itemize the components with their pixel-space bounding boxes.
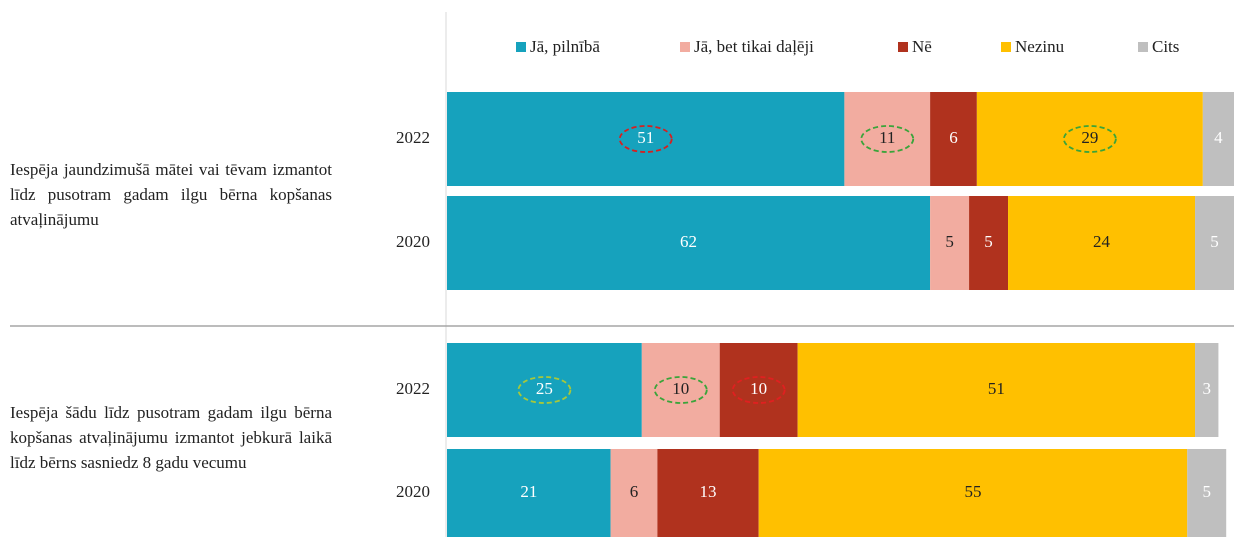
value-label: 5: [1202, 482, 1211, 501]
bar-segment: [447, 92, 845, 186]
legend-label: Nē: [912, 37, 932, 56]
highlight: [731, 376, 786, 404]
value-label: 29: [1081, 128, 1098, 147]
legend-label: Cits: [1152, 37, 1179, 56]
legend-swatch: [1138, 42, 1148, 52]
value-label: 62: [680, 232, 697, 251]
y-tick-label: 2020: [396, 232, 430, 251]
bar-segment: [1008, 196, 1196, 290]
bar-segment: [657, 449, 759, 537]
bar-segment: [447, 449, 611, 537]
legend-swatch: [1001, 42, 1011, 52]
group-label: Iespēja šādu līdz pusotram gadam ilgu bē…: [10, 403, 332, 472]
value-label: 25: [536, 379, 553, 398]
bar-segment: [610, 449, 658, 537]
legend-label: Jā, bet tikai daļēji: [694, 37, 814, 56]
bar-segment: [976, 92, 1203, 186]
value-label: 10: [750, 379, 767, 398]
bar-segment: [844, 92, 931, 186]
highlight: [517, 376, 572, 404]
bar-segment: [1202, 92, 1234, 186]
legend-label: Jā, pilnībā: [530, 37, 600, 56]
value-label: 4: [1214, 128, 1223, 147]
legend-swatch: [898, 42, 908, 52]
value-label: 6: [949, 128, 958, 147]
y-tick-label: 2020: [396, 482, 430, 501]
value-label: 51: [988, 379, 1005, 398]
bar-segment: [447, 196, 931, 290]
bar-segment: [447, 343, 642, 437]
value-label: 10: [672, 379, 689, 398]
bar-segment: [930, 196, 970, 290]
y-tick-label: 2022: [396, 379, 430, 398]
legend-swatch: [680, 42, 690, 52]
value-label: 24: [1093, 232, 1111, 251]
highlight: [653, 376, 708, 404]
bar-segment: [758, 449, 1188, 537]
highlight: [1062, 125, 1117, 153]
bar-segment: [1195, 196, 1234, 290]
value-label: 51: [637, 128, 654, 147]
bar-segment: [930, 92, 977, 186]
bar-segment: [1187, 449, 1227, 537]
value-label: 3: [1202, 379, 1211, 398]
highlight: [618, 125, 673, 153]
group-label: Iespēja jaundzimušā mātei vai tēvam izma…: [10, 160, 332, 229]
value-label: 55: [964, 482, 981, 501]
value-label: 21: [520, 482, 537, 501]
bar-segment: [797, 343, 1196, 437]
bar-segment: [969, 196, 1009, 290]
value-label: 13: [700, 482, 717, 501]
highlight: [860, 125, 915, 153]
value-label: 5: [1210, 232, 1219, 251]
value-label: 11: [879, 128, 895, 147]
value-label: 5: [945, 232, 954, 251]
legend-swatch: [516, 42, 526, 52]
y-tick-label: 2022: [396, 128, 430, 147]
legend-label: Nezinu: [1015, 37, 1065, 56]
value-label: 6: [630, 482, 639, 501]
bar-segment: [1195, 343, 1219, 437]
value-label: 5: [984, 232, 993, 251]
